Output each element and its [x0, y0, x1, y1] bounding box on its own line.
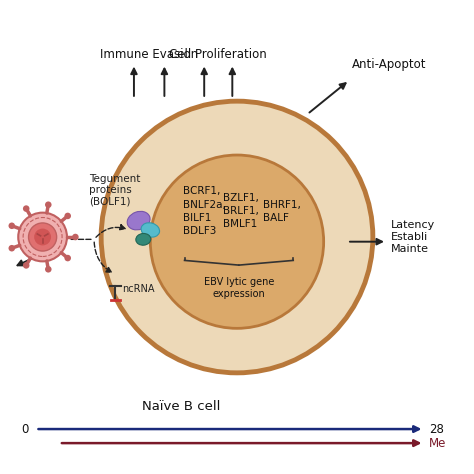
Circle shape — [101, 101, 373, 373]
Text: BCRF1,
BNLF2a,
BILF1
BDLF3: BCRF1, BNLF2a, BILF1 BDLF3 — [183, 186, 226, 236]
Circle shape — [23, 262, 29, 269]
Text: BZLF1,
BRLF1,
BMLF1: BZLF1, BRLF1, BMLF1 — [223, 193, 259, 229]
Text: Tegument
proteins
(BOLF1): Tegument proteins (BOLF1) — [90, 174, 141, 207]
Circle shape — [64, 213, 71, 219]
Ellipse shape — [136, 234, 151, 245]
Circle shape — [45, 266, 52, 273]
Text: BHRF1,
BALF: BHRF1, BALF — [263, 200, 301, 223]
Circle shape — [23, 205, 29, 212]
Text: EBV lytic gene
expression: EBV lytic gene expression — [204, 277, 274, 299]
Ellipse shape — [127, 211, 150, 230]
Circle shape — [64, 255, 71, 261]
Circle shape — [28, 223, 57, 251]
Circle shape — [45, 201, 52, 208]
Text: Immune Evasion: Immune Evasion — [100, 48, 199, 61]
Circle shape — [9, 222, 15, 229]
Text: 28: 28 — [429, 422, 444, 436]
Text: Anti-Apoptot: Anti-Apoptot — [352, 58, 426, 71]
Ellipse shape — [141, 223, 160, 237]
Text: 0: 0 — [21, 422, 28, 436]
Circle shape — [18, 213, 67, 261]
Text: Cell Proliferation: Cell Proliferation — [169, 48, 267, 61]
Text: ncRNA: ncRNA — [122, 284, 155, 294]
Text: Naïve B cell: Naïve B cell — [142, 400, 220, 413]
Text: Latency
Establi
Mainte: Latency Establi Mainte — [391, 219, 435, 255]
Text: Me: Me — [429, 437, 447, 450]
Circle shape — [34, 228, 51, 246]
Circle shape — [150, 155, 324, 328]
Circle shape — [72, 234, 79, 240]
Circle shape — [9, 245, 15, 252]
